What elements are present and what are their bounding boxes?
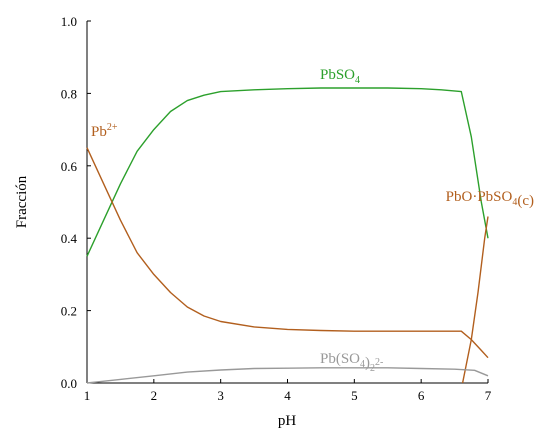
series-label-1: Pb2+: [91, 122, 118, 140]
x-tick-label: 7: [485, 388, 492, 403]
x-tick-label: 5: [351, 388, 358, 403]
y-tick-label: 1.0: [61, 14, 77, 29]
x-tick-label: 1: [84, 388, 91, 403]
y-tick-label: 0.0: [61, 376, 77, 391]
series-label-3: Pb(SO4)22-: [320, 351, 383, 374]
y-tick-label: 0.8: [61, 86, 77, 101]
series-label-0: PbSO4: [320, 67, 360, 86]
series-line-3: [86, 367, 489, 384]
axes: 1 2 3 4 5 6 7 0.0 0.2 0.4 0.6 0.8 1.0: [61, 14, 492, 403]
series-line-0: [86, 87, 489, 257]
y-tick-label: 0.4: [61, 231, 78, 246]
x-tick-label: 2: [151, 388, 158, 403]
series-line-1: [86, 147, 489, 359]
series-label-2: PbO·PbSO4(c): [446, 189, 534, 209]
x-axis-title: pH: [278, 413, 297, 429]
x-tick-label: 6: [418, 388, 425, 403]
labels-layer: PbSO4 Pb2+ PbO·PbSO4(c) Pb(SO4)22-: [91, 67, 534, 374]
series-line-2: [461, 216, 489, 384]
y-tick-label: 0.6: [61, 159, 78, 174]
x-tick-label: 4: [284, 388, 291, 403]
y-tick-label: 0.2: [61, 304, 77, 319]
series-layer: [86, 87, 489, 384]
y-axis-title: Fracción: [14, 175, 30, 228]
x-tick-label: 3: [217, 388, 224, 403]
